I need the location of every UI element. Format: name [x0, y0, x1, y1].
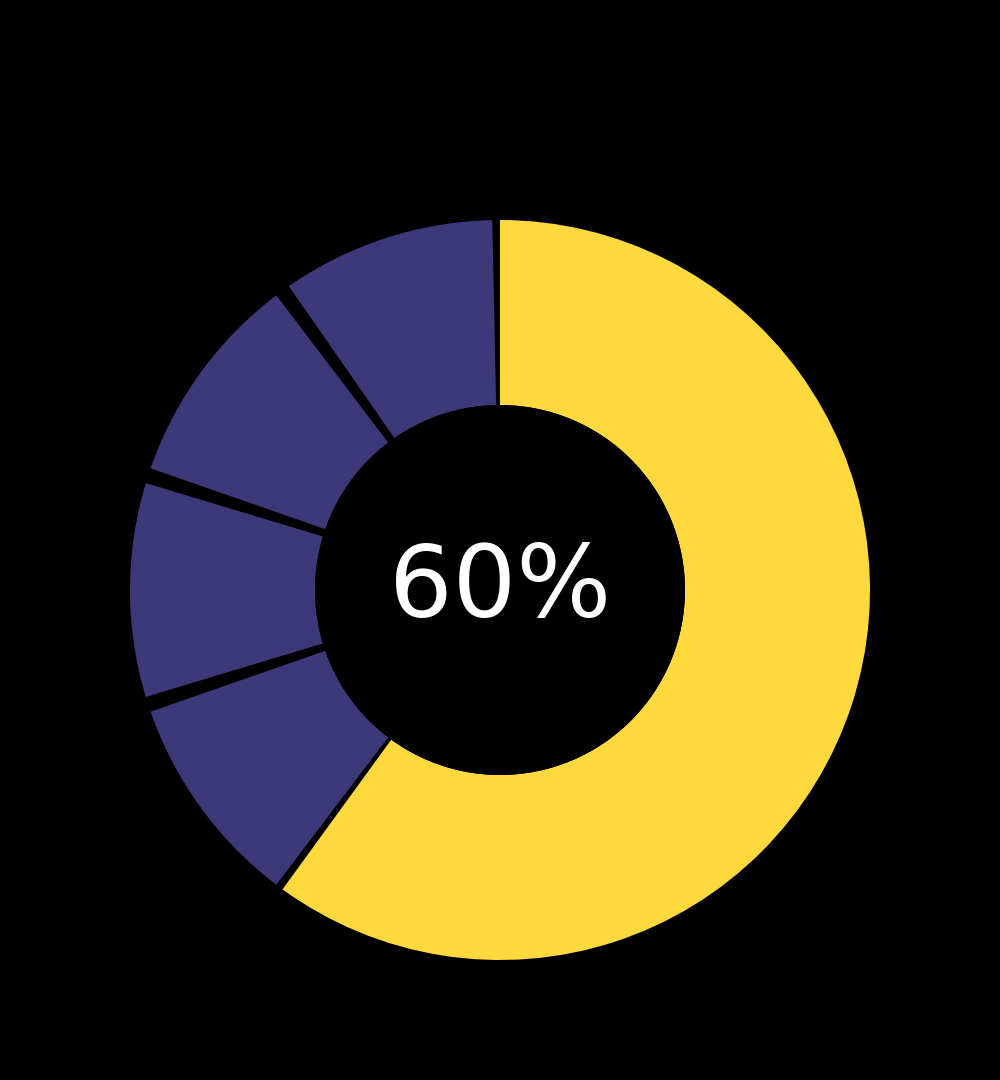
Wedge shape — [151, 651, 388, 885]
Circle shape — [315, 405, 685, 775]
Wedge shape — [289, 220, 496, 438]
Wedge shape — [151, 295, 388, 529]
Wedge shape — [283, 220, 870, 960]
Text: 60%: 60% — [389, 541, 611, 638]
Wedge shape — [130, 483, 323, 697]
